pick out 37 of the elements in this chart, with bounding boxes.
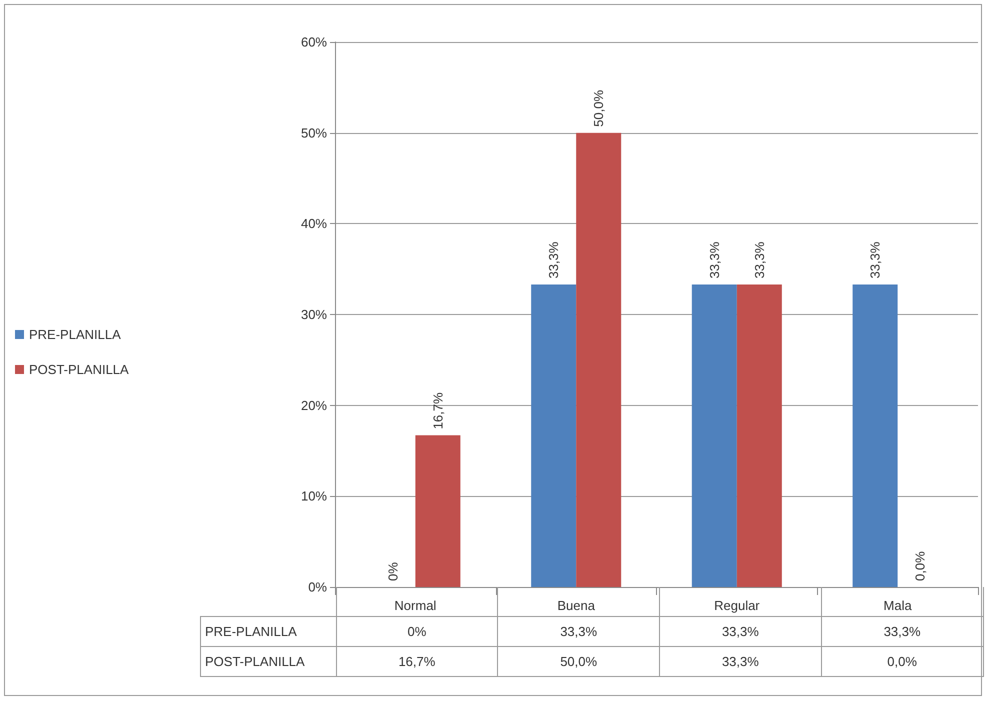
text: 33,3% <box>546 242 562 279</box>
y-tick-label: 10% <box>300 488 328 504</box>
bar <box>576 132 622 587</box>
y-tick-label: 60% <box>300 34 328 50</box>
text: 33,3% <box>706 242 722 279</box>
y-tick-label: 0% <box>308 580 328 594</box>
text: 33,3% <box>868 242 883 279</box>
data-label: 0,0% <box>821 646 983 676</box>
text: PRE-PLANILLA <box>205 624 297 639</box>
x-tick-label: Buena <box>557 598 596 613</box>
legend-label: POST-PLANILLA <box>29 362 130 377</box>
text: 0% <box>385 562 400 581</box>
y-tick-label: 50% <box>300 125 328 140</box>
data-label: 0% <box>336 616 498 646</box>
data-label: 16,7% <box>336 646 498 676</box>
y-tick-label: 40% <box>300 216 328 232</box>
text: 16,7% <box>430 392 446 430</box>
y-tick-label: 30% <box>300 307 328 322</box>
data-label: 33,3% <box>660 616 822 646</box>
bar <box>415 435 460 587</box>
legend-label: PRE-PLANILLA <box>29 327 122 342</box>
data-label: 50,0% <box>498 646 660 676</box>
x-tick-label: Mala <box>884 598 912 613</box>
text: 33,3% <box>752 242 767 279</box>
text: 50,0% <box>591 90 606 127</box>
data-label: 33,3% <box>660 646 822 676</box>
text: 0,0% <box>912 551 928 581</box>
bar <box>531 284 576 587</box>
data-label: 33,3% <box>821 616 983 646</box>
x-tick-label: Normal <box>394 598 436 613</box>
y-tick-label: 20% <box>300 398 328 413</box>
x-tick-label: Regular <box>714 598 760 613</box>
data-label: 33,3% <box>498 616 660 646</box>
bar <box>736 284 782 587</box>
text: POST-PLANILLA <box>205 654 305 669</box>
bar <box>692 284 737 587</box>
bar <box>852 284 898 587</box>
